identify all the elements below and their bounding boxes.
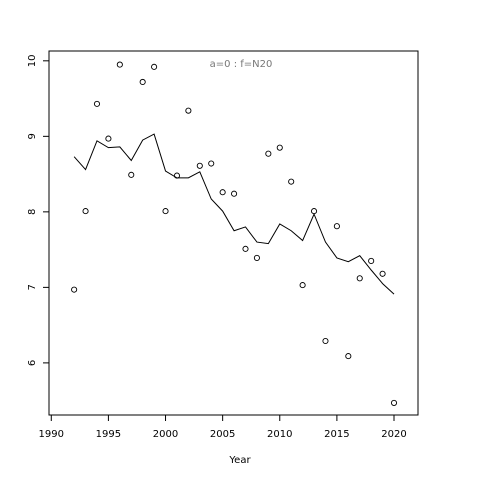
data-point (390, 399, 398, 406)
data-point (105, 135, 112, 142)
y-tick-label: 8 (27, 209, 38, 215)
x-tick-label: 1995 (96, 429, 121, 440)
data-point (82, 208, 89, 215)
y-tick-label: 10 (27, 54, 38, 67)
data-point (219, 189, 226, 196)
data-point (231, 190, 238, 197)
data-point (128, 171, 135, 178)
x-tick-label: 2010 (267, 429, 292, 440)
y-tick-label: 6 (27, 360, 38, 366)
data-point (196, 162, 203, 169)
data-point (208, 160, 215, 167)
data-point (322, 337, 329, 345)
data-point (93, 100, 101, 107)
data-point (368, 257, 375, 264)
data-point (333, 223, 340, 230)
x-tick-label: 2005 (210, 429, 235, 440)
plot-frame (48, 50, 419, 416)
y-tick-label: 7 (27, 284, 38, 290)
data-point (299, 282, 306, 289)
data-point (379, 270, 386, 277)
x-tick-label: 1990 (39, 429, 64, 440)
x-tick-label: 2015 (324, 429, 349, 440)
annotation: a=0 : f=N20 (210, 59, 273, 70)
data-point (288, 178, 295, 185)
x-tick-label: 2020 (381, 429, 406, 440)
data-point (139, 78, 146, 86)
data-point (356, 275, 363, 282)
data-point (71, 286, 78, 293)
data-point (185, 107, 192, 114)
data-point (345, 353, 352, 360)
data-point (253, 254, 260, 261)
data-point (265, 150, 272, 157)
x-tick-label: 2000 (153, 429, 178, 440)
data-point (242, 245, 249, 252)
data-point (162, 208, 169, 215)
x-axis-label: Year (228, 455, 251, 466)
data-point (151, 63, 158, 70)
data-line (73, 133, 395, 295)
y-tick-label: 9 (27, 133, 38, 139)
data-point (116, 61, 123, 68)
data-point (276, 144, 283, 151)
